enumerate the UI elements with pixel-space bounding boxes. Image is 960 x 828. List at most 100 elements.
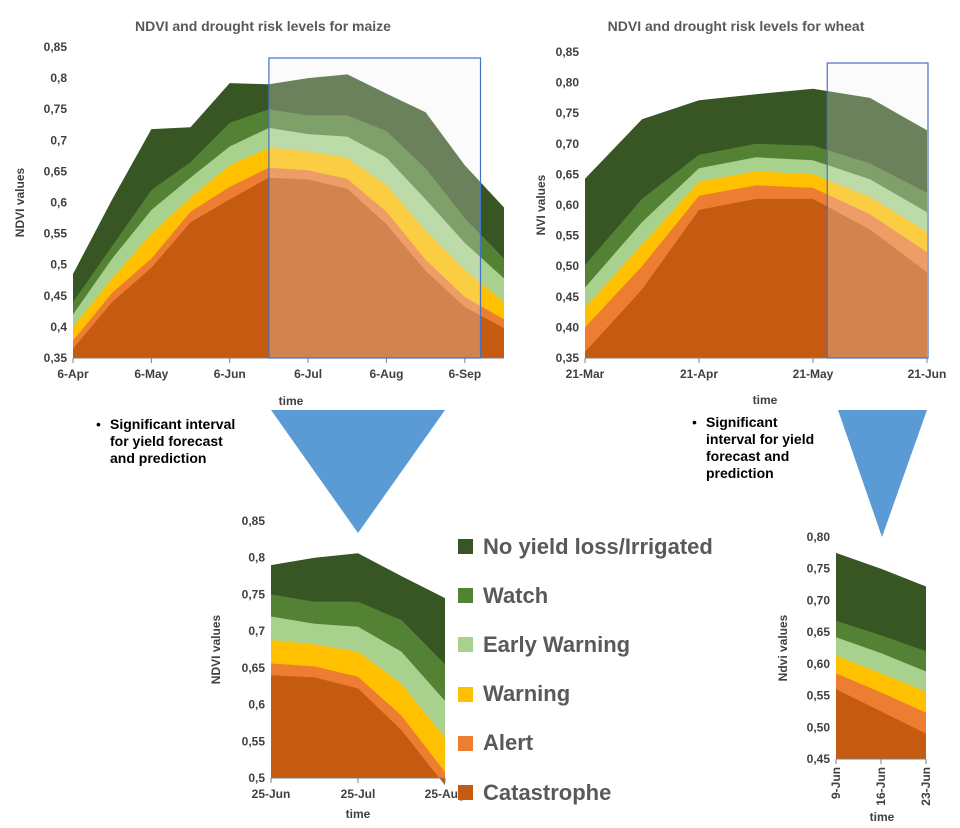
x-tick-label: 21-May <box>793 367 834 381</box>
x-tick-label: 25-Jul <box>341 787 376 801</box>
y-tick-label: 0,65 <box>242 661 266 675</box>
legend-item: Watch <box>458 571 713 620</box>
legend-item: No yield loss/Irrigated <box>458 522 713 571</box>
y-tick-label: 0,80 <box>807 530 831 544</box>
y-tick-label: 0,80 <box>556 76 580 90</box>
maize-chart-title: NDVI and drought risk levels for maize <box>135 18 391 34</box>
y-axis-label: Ndvi values <box>776 614 790 681</box>
x-tick-label: 25-Jun <box>252 787 291 801</box>
x-tick-label: 9-Jun <box>829 767 843 799</box>
legend-swatch <box>458 735 473 751</box>
x-tick-label: 21-Mar <box>566 367 605 381</box>
legend-label: Warning <box>483 681 571 707</box>
legend-swatch <box>458 588 473 604</box>
y-tick-label: 0,75 <box>242 587 266 601</box>
y-tick-label: 0,65 <box>556 167 580 181</box>
x-tick-label: 21-Apr <box>680 367 718 381</box>
x-tick-label: 6-Jun <box>214 367 246 381</box>
y-tick-label: 0,85 <box>44 40 68 54</box>
x-tick-label: 16-Jun <box>874 767 888 806</box>
y-tick-label: 0,35 <box>556 351 580 365</box>
maize-note-bullet: • <box>96 416 101 432</box>
y-tick-label: 0,40 <box>556 320 580 334</box>
y-tick-label: 0,35 <box>44 351 68 365</box>
y-axis-label: NDVI values <box>13 167 27 237</box>
wheat-note-bullet: • <box>692 414 697 430</box>
y-tick-label: 0,65 <box>44 164 68 178</box>
y-tick-label: 0,60 <box>556 198 580 212</box>
x-tick-label: 25-Aug <box>425 787 466 801</box>
area-catastrophe <box>585 198 927 358</box>
y-tick-label: 0,45 <box>556 290 580 304</box>
y-tick-label: 0,55 <box>807 689 831 703</box>
y-tick-label: 0,50 <box>807 720 831 734</box>
legend-item: Warning <box>458 670 713 719</box>
y-tick-label: 0,75 <box>556 106 580 120</box>
legend-swatch <box>458 539 473 555</box>
area-catastrophe <box>836 689 926 759</box>
legend-label: No yield loss/Irrigated <box>483 533 713 559</box>
wheat-zoom-arrow <box>838 410 927 537</box>
wheat-chart-title: NDVI and drought risk levels for wheat <box>608 18 865 34</box>
x-tick-label: 6-May <box>134 367 168 381</box>
y-tick-label: 0,6 <box>50 196 67 210</box>
y-tick-label: 0,8 <box>50 71 67 85</box>
y-tick-label: 0,70 <box>807 593 831 607</box>
legend-item: Alert <box>458 719 713 768</box>
legend-label: Catastrophe <box>483 779 612 805</box>
legend-item: Catastrophe <box>458 768 713 817</box>
x-axis-label: time <box>870 810 895 824</box>
legend-label: Early Warning <box>483 631 631 657</box>
y-tick-label: 0,55 <box>242 734 266 748</box>
legend-swatch <box>458 637 473 653</box>
y-tick-label: 0,75 <box>44 102 68 116</box>
y-tick-label: 0,55 <box>556 229 580 243</box>
legend-item: Early Warning <box>458 620 713 669</box>
y-tick-label: 0,7 <box>248 624 265 638</box>
y-tick-label: 0,4 <box>50 320 67 334</box>
x-tick-label: 21-Jun <box>908 367 947 381</box>
area-catastrophe <box>73 177 504 358</box>
legend-swatch <box>458 686 473 702</box>
y-tick-label: 0,85 <box>556 45 580 59</box>
wheat-interval-note: • Significant interval for yield forecas… <box>692 414 818 482</box>
wheat-note-text: Significant interval for yield forecast … <box>706 414 815 481</box>
significant-interval-box <box>826 62 929 359</box>
x-tick-label: 6-Jul <box>294 367 322 381</box>
y-tick-label: 0,85 <box>242 514 266 528</box>
maize-ndvi-chart: 0,35 0,4 0,45 0,5 0,55 0,6 0,65 0,7 0,75 0,8 0,85 6… <box>13 40 504 408</box>
y-tick-label: 0,6 <box>248 698 265 712</box>
legend-label: Alert <box>483 730 534 756</box>
y-tick-label: 0,45 <box>44 289 68 303</box>
wheat-zoom-chart: 0,45 0,50 0,55 0,60 0,65 0,70 0,75 0,80 9-Jun 16-… <box>776 530 933 824</box>
y-tick-label: 0,65 <box>807 625 831 639</box>
y-tick-label: 0,50 <box>556 259 580 273</box>
area-catastrophe <box>271 675 445 786</box>
y-tick-label: 0,55 <box>44 227 68 241</box>
x-tick-label: 23-Jun <box>919 767 933 806</box>
y-tick-label: 0,5 <box>50 258 67 272</box>
x-axis-label: time <box>279 394 304 408</box>
legend-label: Watch <box>483 582 549 608</box>
maize-zoom-arrow <box>271 410 445 533</box>
maize-note-text: Significant interval for yield forecast … <box>110 416 236 466</box>
y-tick-label: 0,70 <box>556 137 580 151</box>
y-axis-label: NVI values <box>534 174 548 235</box>
maize-interval-note: • Significant interval for yield forecas… <box>96 416 250 467</box>
significant-interval-box <box>268 57 482 359</box>
x-tick-label: 6-Aug <box>369 367 403 381</box>
y-tick-label: 0,75 <box>807 562 831 576</box>
legend-swatch <box>458 785 473 801</box>
y-axis-label: NDVI values <box>209 614 223 684</box>
x-tick-label: 6-Sep <box>448 367 481 381</box>
y-tick-label: 0,5 <box>248 771 265 785</box>
maize-zoom-chart: 0,5 0,55 0,6 0,65 0,7 0,75 0,8 0,85 25-Jun 25-Jul… <box>209 514 465 821</box>
x-tick-label: 6-Apr <box>57 367 89 381</box>
y-tick-label: 0,60 <box>807 657 831 671</box>
y-tick-label: 0,45 <box>807 752 831 766</box>
wheat-ndvi-chart: 0,35 0,40 0,45 0,50 0,55 0,60 0,65 0,70 0,75 0,80… <box>534 45 946 407</box>
y-tick-label: 0,8 <box>248 551 265 565</box>
x-axis-label: time <box>753 393 778 407</box>
y-tick-label: 0,7 <box>50 133 67 147</box>
